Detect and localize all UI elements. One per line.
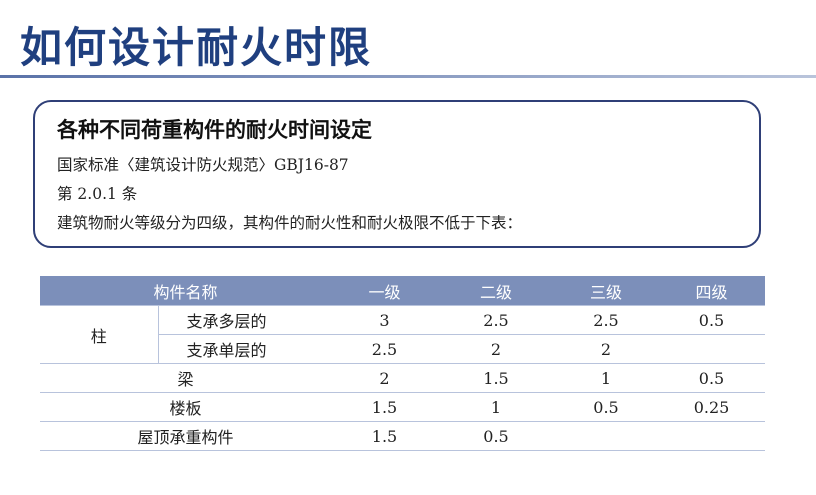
- cell-value: [658, 334, 766, 364]
- cell-value: 0.5: [658, 305, 766, 335]
- table-row: 柱 支承多层的 3 2.5 2.5 0.5: [40, 305, 766, 364]
- cell-value: 1: [438, 392, 555, 422]
- cell-value: 0.5: [554, 392, 659, 422]
- row-group-column: 柱: [40, 305, 158, 364]
- table-row: 楼板 1.5 1 0.5 0.25: [40, 392, 766, 422]
- header-grade-2: 二级: [438, 276, 555, 306]
- cell-value: 1: [554, 363, 659, 393]
- cell-value: 0.5: [438, 421, 555, 451]
- cell-value: 2: [554, 334, 659, 364]
- table-header-row: 构件名称 一级 二级 三级 四级: [40, 276, 766, 306]
- header-component-name: 构件名称: [40, 276, 332, 306]
- header-grade-1: 一级: [331, 276, 439, 306]
- cell-value: 2: [438, 334, 555, 364]
- title-divider: [0, 75, 816, 78]
- fire-resistance-table: 构件名称 一级 二级 三级 四级 柱 支承多层的 3 2.5 2.5 0.5 支…: [40, 276, 766, 451]
- table-row: 支承单层的 2.5 2 2: [40, 334, 766, 364]
- row-name: 支承多层的: [157, 305, 332, 335]
- info-heading: 各种不同荷重构件的耐火时间设定: [57, 118, 372, 142]
- cell-value: 0.5: [658, 363, 766, 393]
- cell-value: [658, 421, 766, 451]
- cell-value: 1.5: [438, 363, 555, 393]
- table-row: 梁 2 1.5 1 0.5: [40, 363, 766, 393]
- cell-value: 3: [331, 305, 439, 335]
- cell-value: 1.5: [331, 421, 439, 451]
- row-name: 梁: [40, 363, 332, 393]
- row-name: 楼板: [40, 392, 332, 422]
- cell-value: 1.5: [331, 392, 439, 422]
- clause-number: 第 2.0.1 条: [57, 185, 138, 203]
- table-row: 屋顶承重构件 1.5 0.5: [40, 421, 766, 451]
- page-title: 如何设计耐火时限: [20, 23, 373, 72]
- info-box: 各种不同荷重构件的耐火时间设定 国家标准〈建筑设计防火规范〉GBJ16-87 第…: [33, 100, 761, 248]
- rating-description: 建筑物耐火等级分为四级，其构件的耐火性和耐火极限不低于下表：: [57, 214, 523, 232]
- row-name: 屋顶承重构件: [40, 421, 332, 451]
- row-name: 支承单层的: [157, 334, 332, 364]
- cell-value: 2: [331, 363, 439, 393]
- cell-value: 2.5: [554, 305, 659, 335]
- cell-value: 2.5: [331, 334, 439, 364]
- cell-value: 0.25: [658, 392, 766, 422]
- cell-value: 2.5: [438, 305, 555, 335]
- header-grade-3: 三级: [554, 276, 659, 306]
- header-grade-4: 四级: [658, 276, 766, 306]
- cell-value: [554, 421, 659, 451]
- standard-reference: 国家标准〈建筑设计防火规范〉GBJ16-87: [57, 156, 349, 174]
